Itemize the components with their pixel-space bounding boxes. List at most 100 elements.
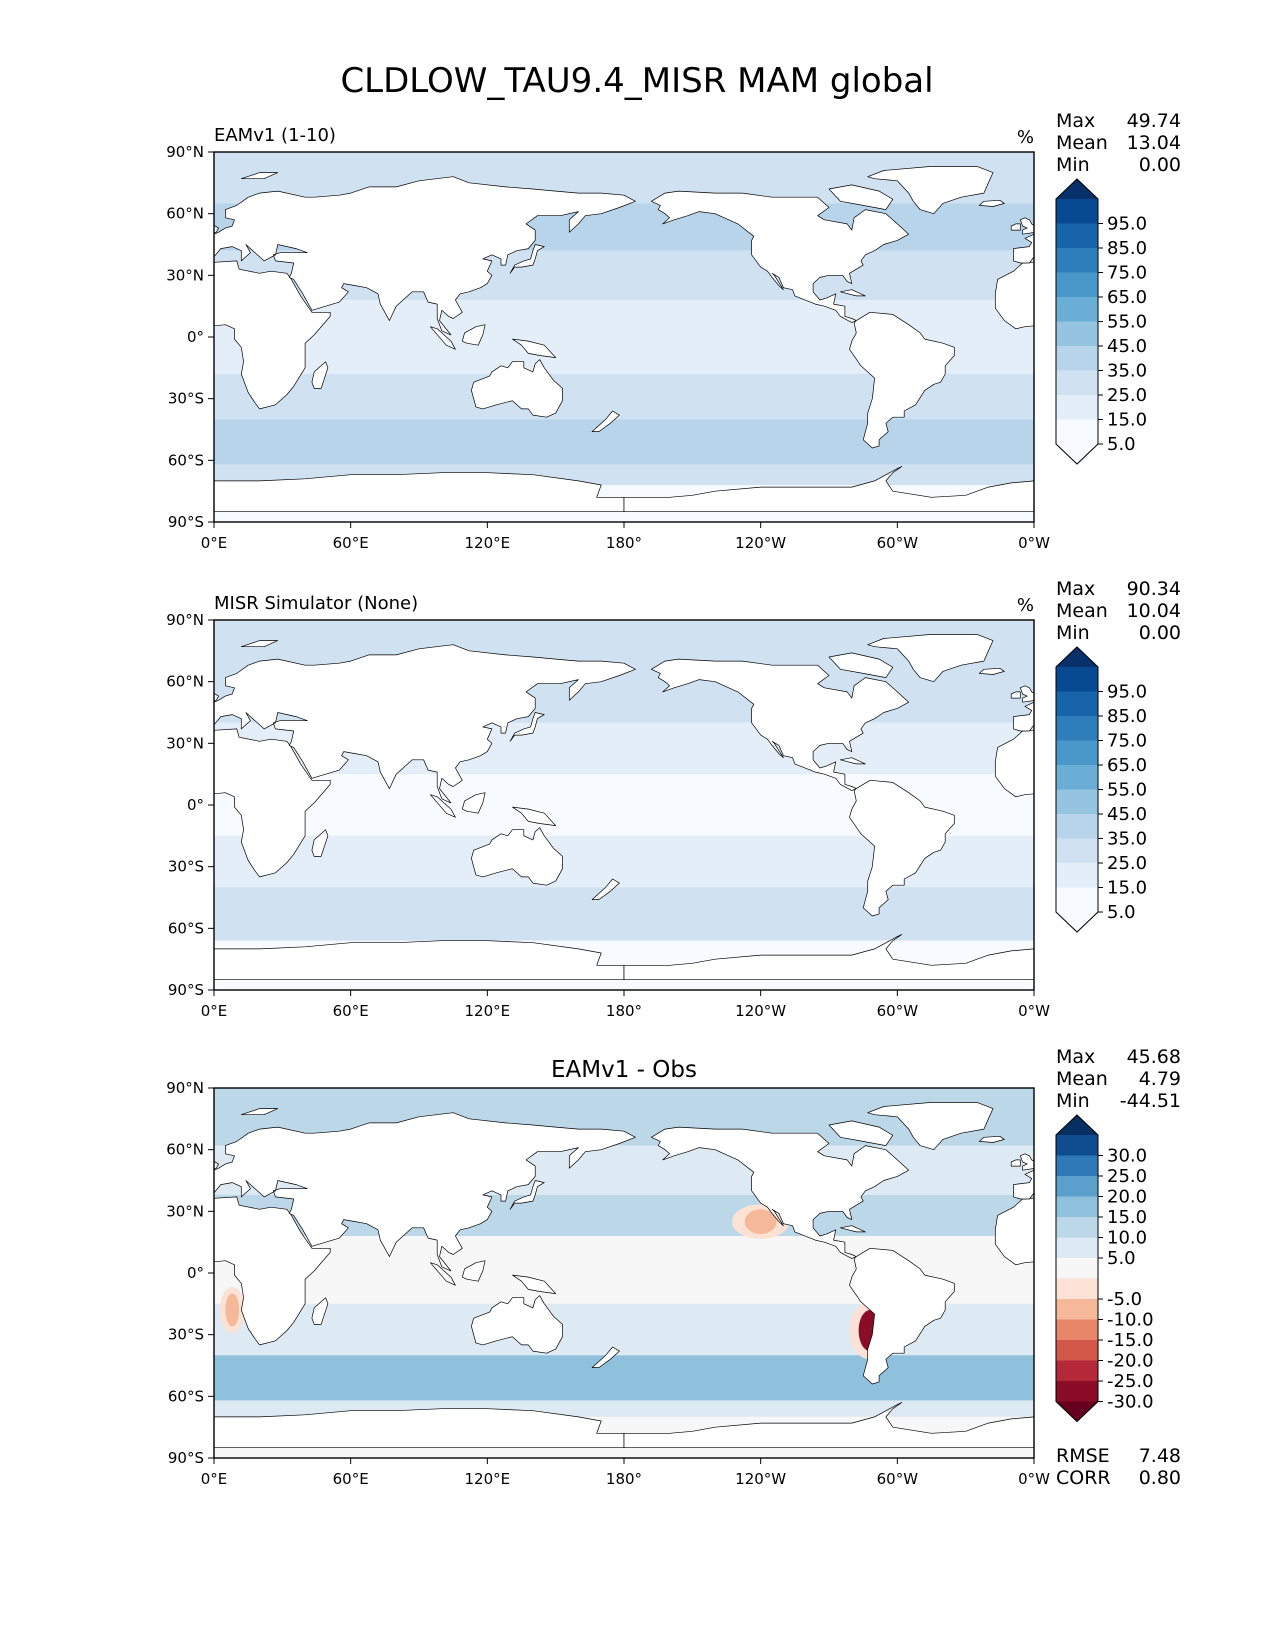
figure-title: CLDLOW_TAU9.4_MISR MAM global: [340, 61, 933, 101]
y-tick-label: 30°N: [166, 1202, 204, 1220]
colorbar-tick-label: 85.0: [1107, 238, 1147, 259]
colorbar-segment: [1056, 321, 1098, 347]
north-america-coastline: [0, 1127, 89, 1259]
new-zealand-coastline: [591, 878, 620, 900]
colorbar-tick-label: 30.0: [1107, 1146, 1147, 1167]
colorbar-segment: [1056, 272, 1098, 298]
antarctica-coastline: [623, 466, 1034, 513]
stat-value: 0.00: [1139, 154, 1181, 176]
y-tick-label: 0°: [187, 328, 204, 346]
britain-coastline: [1019, 217, 1034, 235]
y-tick-label: 90°N: [166, 611, 204, 629]
colorbar-tick-label: 65.0: [1107, 287, 1147, 308]
south-america-coastline: [849, 779, 955, 917]
metric-label: RMSE: [1056, 1445, 1110, 1467]
colorbar-tick-label: 55.0: [1107, 312, 1147, 333]
colorbar-segment: [1056, 1278, 1098, 1300]
y-tick-label: 90°S: [168, 513, 204, 531]
colorbar-segment: [1056, 1237, 1098, 1259]
greenland-coastline: [867, 1102, 994, 1151]
colorbar-tick-label: 25.0: [1107, 385, 1147, 406]
new-guinea-coastline: [512, 1274, 557, 1294]
panel-model: 0°E 60°E 120°E 180° 120°W 60°W 0°W 90°N 60°N 30°N…: [30, 110, 1275, 552]
units-label: %: [1017, 595, 1034, 616]
x-tick-label: 60°W: [877, 534, 919, 552]
x-tick-label: 0°E: [201, 1470, 228, 1488]
x-tick-label: 60°E: [333, 1002, 369, 1020]
iceland-coastline: [978, 667, 1005, 675]
panel-diff: 0°E 60°E 120°E 180° 120°W 60°W 0°W 90°N 60°N 30°N…: [0, 1046, 1275, 1489]
map-area-obs: [9, 620, 1034, 990]
colorbar-segment: [1056, 740, 1098, 766]
colorbar-segment: [1056, 346, 1098, 371]
y-tick-label: 60°N: [166, 673, 204, 691]
california-stratocumulus: [744, 1209, 777, 1234]
antarctica-coastline: [623, 1402, 1034, 1449]
x-tick-label: 180°: [606, 1002, 642, 1020]
colorbar-segment: [1056, 765, 1098, 790]
cuba-coastline: [20, 1226, 45, 1232]
south-america-coastline: [30, 312, 135, 448]
y-tick-label: 60°S: [168, 1387, 204, 1405]
colorbar-tick-label: 75.0: [1107, 731, 1147, 752]
colorbar-extend-max: [1056, 647, 1098, 667]
sumatra-coastline: [430, 1262, 456, 1286]
x-tick-label: 180°: [606, 1470, 642, 1488]
y-tick-label: 30°N: [166, 734, 204, 752]
japan-coastline: [509, 244, 545, 274]
colorbar-tick-label: -20.0: [1107, 1351, 1154, 1372]
cuba-coastline: [20, 758, 45, 764]
colorbar-extend-min: [1056, 444, 1098, 464]
colorbar-segment: [1056, 716, 1098, 741]
australia-coastline: [471, 1295, 563, 1354]
sumatra-coastline: [430, 794, 456, 818]
new-guinea-coastline: [512, 806, 557, 826]
stat-label: Max: [1056, 110, 1095, 132]
svalbard-coastline: [240, 640, 279, 648]
australia-coastline: [471, 827, 563, 886]
new-zealand-coastline: [591, 1346, 620, 1368]
y-tick-label: 60°N: [166, 1141, 204, 1159]
colorbar: 95.0 85.0 75.0 65.0 55.0 45.0 35.0 25.0 15.0 5.0: [1055, 178, 1147, 465]
field-band-5: [214, 887, 1034, 941]
britain-coastline: [214, 692, 219, 701]
britain-coastline: [1019, 1153, 1034, 1171]
colorbar-segment: [1056, 1196, 1098, 1218]
baffin-coastline: [9, 1121, 73, 1146]
south-america-coastline: [849, 311, 955, 449]
y-tick-label: 60°S: [168, 919, 204, 937]
colorbar-tick-label: 35.0: [1107, 829, 1147, 850]
britain-coastline: [214, 1160, 219, 1169]
greenland-coastline: [867, 634, 994, 683]
colorbar-segment: [1056, 297, 1098, 322]
y-tick-label: 30°N: [166, 266, 204, 284]
y-tick-label: 90°S: [168, 981, 204, 999]
britain-coastline: [1019, 685, 1034, 703]
colorbar-segment: [1056, 370, 1098, 396]
greenland-coastline: [867, 166, 994, 215]
y-tick-label: 0°: [187, 1264, 204, 1282]
colorbar-tick-label: 25.0: [1107, 1166, 1147, 1187]
metric-value: 0.80: [1139, 1467, 1181, 1489]
y-tick-label: 60°S: [168, 451, 204, 469]
new-zealand-coastline: [591, 410, 620, 432]
baffin-coastline: [828, 1120, 894, 1146]
eurasia-coastline: [214, 644, 636, 804]
x-tick-label: 120°W: [735, 534, 786, 552]
map-area-model: [30, 152, 1275, 522]
sumatra-coastline: [1250, 1263, 1275, 1286]
sumatra-coastline: [1250, 327, 1275, 350]
antarctica-coastline: [214, 1408, 625, 1449]
greenland-coastline: [48, 166, 173, 213]
baffin-coastline: [9, 653, 73, 678]
colorbar-tick-label: 95.0: [1107, 682, 1147, 703]
stat-value: 13.04: [1127, 132, 1181, 154]
panel-title: EAMv1 (1-10): [214, 125, 336, 146]
colorbar-tick-label: 5.0: [1107, 1248, 1136, 1269]
stat-value: 49.74: [1127, 110, 1181, 132]
colorbar-tick-label: 35.0: [1107, 361, 1147, 382]
colorbar-segment: [1056, 1258, 1098, 1279]
stat-label: Mean: [1056, 132, 1108, 154]
colorbar-segment: [1056, 1319, 1098, 1341]
